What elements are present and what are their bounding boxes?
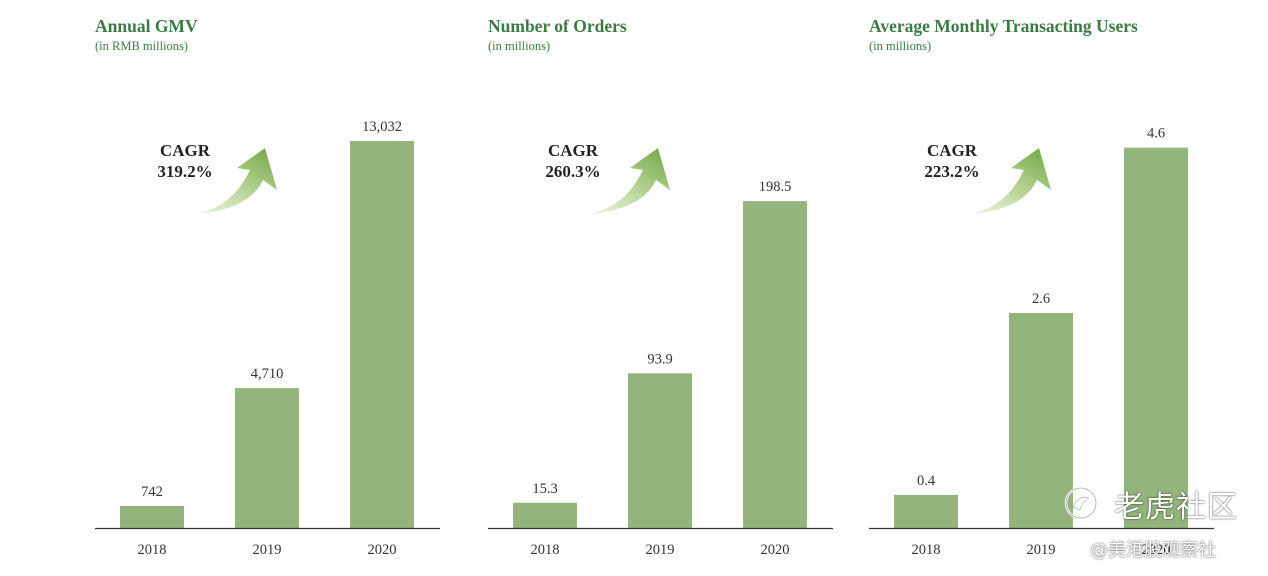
bar-chart-gmv: 742 2018 4,710 2019 13,032 2020	[95, 119, 440, 558]
data-label: 742	[141, 484, 163, 500]
bar-chart-users: 0.4 2018 2.6 2019 4.6 2020	[869, 126, 1214, 558]
bar-2018	[513, 502, 577, 528]
data-label: 15.3	[532, 481, 557, 497]
x-tick-label: 2020	[368, 542, 397, 558]
cagr-annotation: CAGR 260.3%	[518, 140, 628, 182]
chart-title: Average Monthly Transacting Users	[869, 16, 1138, 36]
cagr-label: CAGR	[547, 141, 599, 160]
cagr-arrow-icon	[558, 148, 670, 216]
bar-2020	[1124, 147, 1188, 528]
cagr-value: 260.3%	[545, 162, 601, 181]
x-tick-label: 2019	[646, 542, 675, 558]
chart-subtitle: (in millions)	[869, 39, 932, 53]
chart-panel-gmv: Annual GMV (in RMB millions) CAGR 319.2%…	[95, 0, 445, 576]
x-tick-label: 2019	[1027, 542, 1056, 558]
x-tick-label: 2019	[253, 542, 282, 558]
data-label: 4.6	[1147, 126, 1165, 142]
cagr-label: CAGR	[926, 141, 978, 160]
x-tick-label: 2018	[138, 542, 167, 558]
bar-chart-orders: 15.3 2018 93.9 2019 198.5 2020	[488, 148, 833, 558]
data-label: 198.5	[759, 179, 792, 195]
watermark-name: 老虎社区	[1114, 490, 1238, 525]
cagr-annotation: CAGR 223.2%	[897, 140, 1007, 182]
bar-2019	[235, 388, 299, 528]
x-tick-label: 2020	[761, 542, 790, 558]
chart-subtitle: (in RMB millions)	[95, 39, 189, 53]
cagr-value: 223.2%	[924, 162, 980, 181]
data-label: 4,710	[251, 366, 284, 382]
tiger-logo-icon	[1064, 486, 1098, 520]
chart-title: Annual GMV	[95, 16, 198, 36]
chart-subtitle: (in millions)	[488, 39, 551, 53]
bar-2018	[120, 505, 184, 528]
bar-2019	[1009, 313, 1073, 528]
chart-panel-users: Average Monthly Transacting Users (in mi…	[869, 0, 1219, 576]
cagr-arrow-icon	[939, 148, 1051, 216]
x-tick-label: 2018	[912, 542, 941, 558]
data-label: 0.4	[917, 473, 936, 489]
bar-2020	[350, 141, 414, 528]
x-tick-label: 2018	[531, 542, 560, 558]
cagr-value: 319.2%	[157, 162, 213, 181]
watermark-handle: @美港股观察社	[1090, 540, 1216, 561]
x-tick-label: 2020	[1142, 542, 1171, 558]
chart-title: Number of Orders	[488, 16, 627, 36]
cagr-label: CAGR	[159, 141, 211, 160]
data-label: 2.6	[1032, 291, 1050, 307]
chart-panel-orders: Number of Orders (in millions) CAGR 260.…	[488, 0, 838, 576]
cagr-annotation: CAGR 319.2%	[130, 140, 240, 182]
data-label: 93.9	[647, 351, 672, 367]
bar-2018	[894, 494, 958, 528]
bar-2020	[743, 201, 807, 528]
cagr-arrow-icon	[165, 148, 277, 216]
bar-2019	[628, 373, 692, 528]
data-label: 13,032	[362, 119, 402, 135]
